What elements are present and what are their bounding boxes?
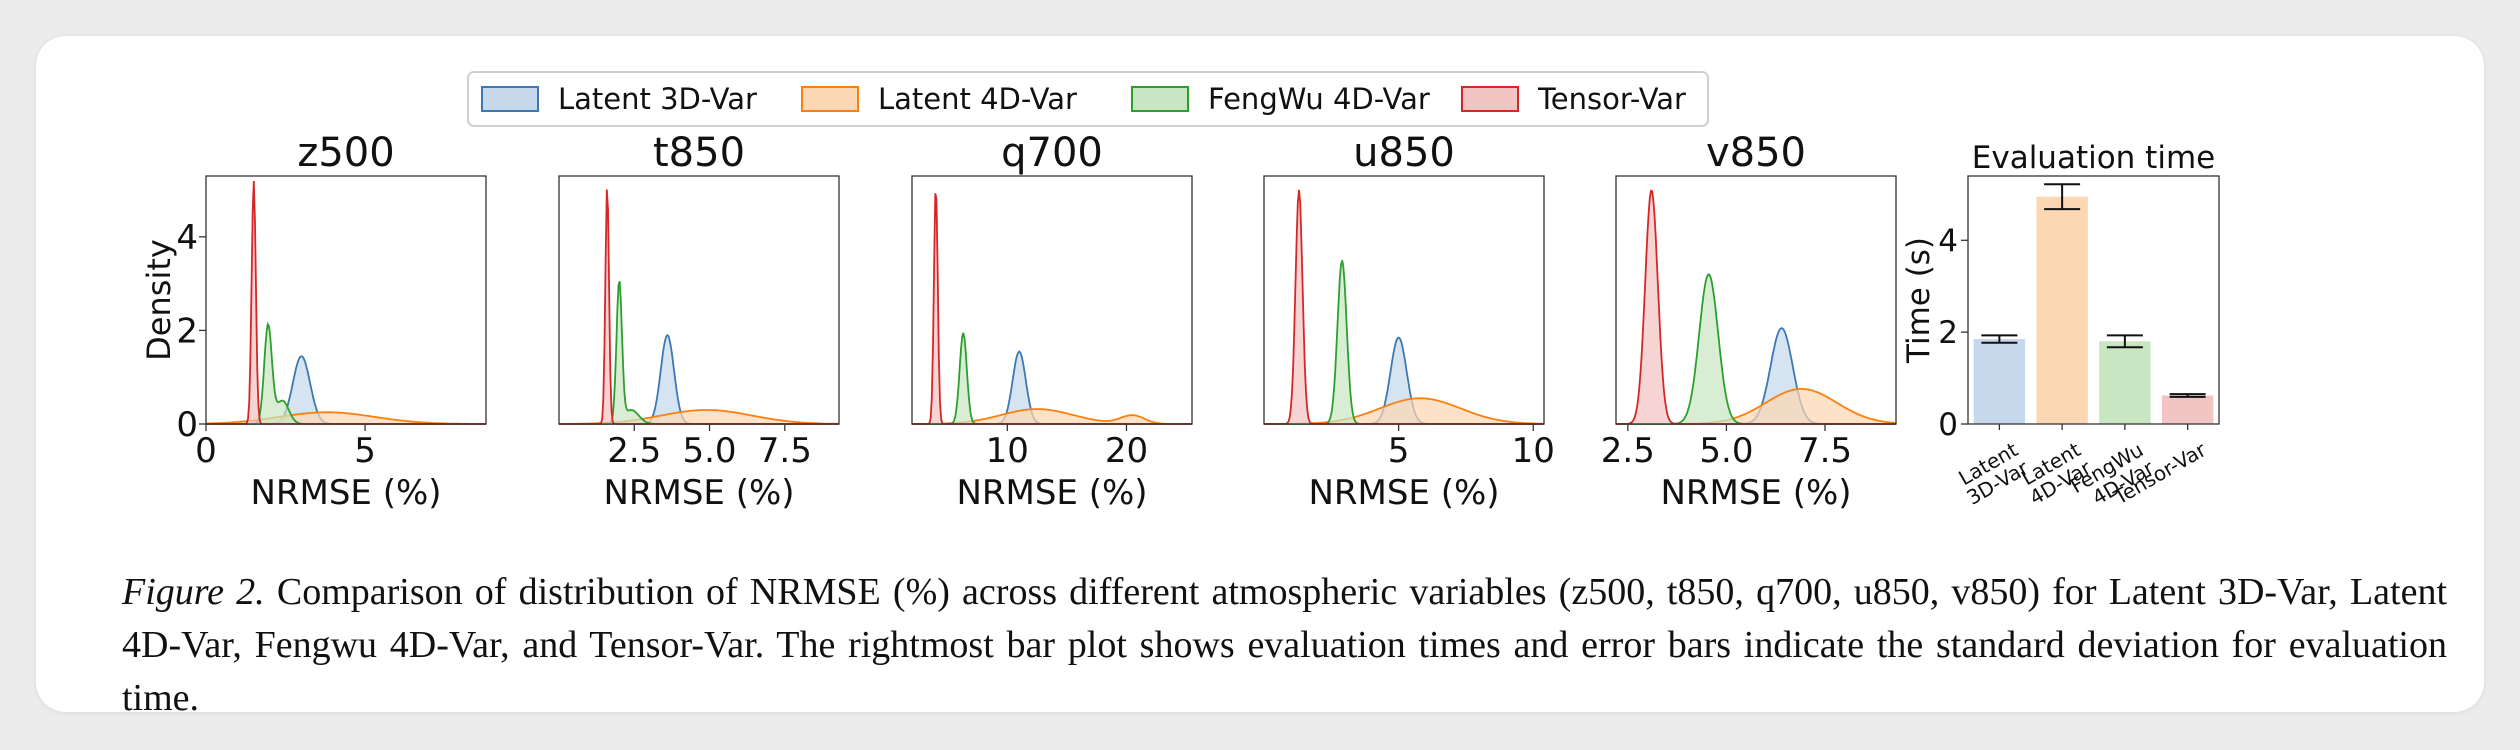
figure-caption: Figure 2. Comparison of distribution of … <box>122 566 2447 725</box>
x-tick-label: 5 <box>1388 431 1410 471</box>
x-tick-label: 5.0 <box>682 431 736 471</box>
evaluation-time-chart: Evaluation timeLatent3D-VarLatent4D-VarF… <box>1901 140 2220 510</box>
legend: Latent 3D-Var Latent 4D-Var FengWu 4D-Var T… <box>467 71 1709 127</box>
y-tick-label: 4 <box>1938 223 1958 259</box>
legend-label: Tensor-Var <box>1537 82 1686 116</box>
density-curve-tensor-var <box>912 193 1192 425</box>
x-tick-label: 7.5 <box>758 431 812 471</box>
density-area-tensor-var <box>206 181 486 424</box>
x-tick-label: 20 <box>1105 431 1148 471</box>
bar <box>1973 339 2026 424</box>
legend-swatch <box>481 86 539 112</box>
y-tick-label: 0 <box>1938 407 1958 443</box>
x-tick-label: 7.5 <box>1798 431 1852 471</box>
panel-frame <box>1967 175 2220 425</box>
y-tick-label: 2 <box>176 311 198 351</box>
panel-title: q700 <box>1001 130 1103 176</box>
legend-label: FengWu 4D-Var <box>1208 82 1430 116</box>
panel-frame <box>205 175 487 425</box>
x-axis-label: NRMSE (%) <box>1308 473 1499 513</box>
legend-label: Latent 3D-Var <box>558 82 757 116</box>
panel-title: t850 <box>653 130 745 176</box>
x-axis-label: NRMSE (%) <box>956 473 1147 513</box>
legend-label: Latent 4D-Var <box>878 82 1077 116</box>
density-panel-z500: z500 0 5 0 2 4 NRMSE (%) Density <box>140 130 487 513</box>
density-area-latent-3d-var <box>1264 337 1544 424</box>
density-area-latent-4d-var <box>559 410 839 424</box>
x-axis-label: NRMSE (%) <box>1660 473 1851 513</box>
density-area-latent-4d-var <box>1264 398 1544 424</box>
density-curve-tensor-var <box>559 189 839 425</box>
panel-frame <box>558 175 840 425</box>
panel-title: u850 <box>1353 130 1455 176</box>
x-tick-label: 2.5 <box>1601 431 1655 471</box>
y-tick-label: 4 <box>176 218 198 258</box>
y-axis-label: Density <box>140 239 178 361</box>
x-tick-label: 10 <box>986 431 1029 471</box>
panel-title: z500 <box>297 130 394 176</box>
panel-frame <box>1615 175 1897 425</box>
density-area-latent-4d-var <box>1616 388 1896 424</box>
legend-swatch <box>1131 86 1189 112</box>
panel-title: v850 <box>1706 130 1806 176</box>
figure-card: Latent 3D-Var Latent 4D-Var FengWu 4D-Var T… <box>36 36 2484 719</box>
density-curve-tensor-var <box>206 180 486 425</box>
bar <box>2099 341 2151 424</box>
x-axis-label: NRMSE (%) <box>250 473 441 513</box>
x-axis-label: NRMSE (%) <box>603 473 794 513</box>
legend-swatch <box>1461 86 1519 112</box>
density-curve-fengwu-4d-var <box>559 281 839 425</box>
legend-frame <box>467 71 1709 127</box>
caption-label: Figure 2. <box>122 571 265 613</box>
density-area-tensor-var <box>559 189 839 424</box>
density-panel-u850: u850 5 10 NRMSE (%) <box>1263 130 1555 513</box>
x-tick-label: 0 <box>195 431 217 471</box>
panel-frame <box>911 175 1193 425</box>
panel-frame <box>1263 175 1545 425</box>
x-tick-label: 5 <box>354 431 376 471</box>
density-area-tensor-var <box>912 193 1192 424</box>
x-tick-label: 5.0 <box>1699 431 1753 471</box>
y-axis-label: Time (s) <box>1901 237 1937 364</box>
density-area-fengwu-4d-var <box>559 281 839 424</box>
caption-text: Comparison of distribution of NRMSE (%) … <box>122 571 2448 719</box>
density-area-tensor-var <box>1616 190 1896 424</box>
panel-title: Evaluation time <box>1972 140 2215 176</box>
y-tick-label: 0 <box>176 405 198 445</box>
x-tick-label: 2.5 <box>607 431 661 471</box>
figure-2: Latent 3D-Var Latent 4D-Var FengWu 4D-Var T… <box>140 71 2220 513</box>
bar <box>2036 196 2088 424</box>
bar <box>2161 395 2214 424</box>
legend-swatch <box>801 86 859 112</box>
x-tick-label: 10 <box>1512 431 1555 471</box>
y-tick-label: 2 <box>1938 315 1958 351</box>
